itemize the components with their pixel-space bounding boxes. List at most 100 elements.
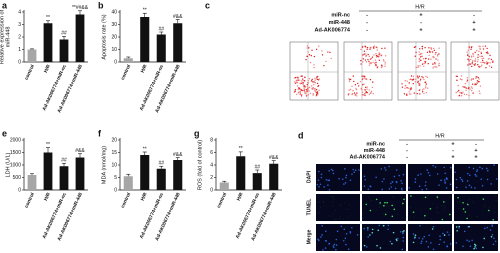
flow-dot [482,45,484,47]
flow-dot [384,55,387,57]
cell-dot [323,186,325,188]
cell-dot [348,203,350,205]
flow-dot [361,46,364,48]
flow-dot [426,87,429,89]
cell-dot [363,217,365,219]
flow-dot [480,52,483,55]
flow-dot [434,53,437,55]
cell-dot [344,202,346,204]
flow-dot [418,75,421,78]
flow-dot [467,58,469,61]
micrograph-bg [454,224,498,251]
flow-dot [406,87,408,89]
cell-dot [436,207,438,209]
cell-dot [396,213,398,215]
flow-dot [374,62,376,64]
flow-dot [435,51,437,54]
flow-dot [419,82,421,85]
cell-dot [455,241,458,244]
flow-dot [427,62,429,65]
flow-dot [381,54,383,56]
y-axis-label: Relative expression of [0,9,5,64]
cell-dot [456,229,458,232]
flow-dot [307,88,309,91]
micrograph-bg [362,224,406,251]
flow-dot [437,59,439,61]
flow-dot [353,80,355,83]
cell-dot [475,216,477,218]
significance-label: **##&& [72,5,89,11]
flow-dot [468,60,470,62]
panel-letter: b [98,0,104,10]
flow-dot [487,62,490,64]
flow-dot [375,64,377,66]
flow-dot [419,59,421,61]
cell-dot [393,175,396,178]
flow-dot [421,63,424,65]
flow-dot [302,83,304,85]
cell-dot [340,204,342,206]
cell-dot [328,215,330,217]
flow-dot [471,46,473,48]
flow-dot [410,87,412,89]
flow-dot [330,57,332,60]
flow-dot [486,63,489,65]
flow-dot [364,88,366,91]
flow-dot [410,93,412,95]
cell-dot [494,195,496,197]
flow-dot [469,63,471,65]
flow-dot [477,80,480,83]
flow-dot [318,89,320,91]
bar [219,182,229,190]
cell-dot [394,187,397,190]
cell-dot [445,187,448,189]
flow-dot [296,81,299,84]
cell-dot [378,224,381,227]
cell-dot [490,235,493,238]
flow-dot [365,78,367,80]
flow-dot [364,90,367,92]
flow-dot [428,54,430,56]
flow-dot [470,78,473,80]
flow-dot [471,83,474,85]
flow-dot [368,89,370,91]
cell-dot [344,182,347,184]
flow-dot [321,54,324,56]
flow-dot [464,82,466,85]
flow-dot [325,60,327,63]
flow-dot [480,61,482,64]
flow-dot [306,89,308,91]
cell-dot [444,172,447,175]
flow-dot [417,80,419,82]
flow-dot [484,62,486,64]
cell-dot [335,209,337,211]
cell-dot [418,237,420,239]
cell-dot [328,189,331,191]
flow-dot [357,82,359,85]
flow-dot [424,81,427,83]
flow-dot [361,91,364,93]
cell-dot [328,169,330,172]
cell-dot [424,196,427,199]
flow-dot [434,62,436,64]
flow-dot [413,46,416,49]
flow-dot [468,94,470,97]
micrograph [454,224,498,251]
flow-dot [462,91,464,94]
flow-dot [301,75,303,77]
cell-dot [482,210,484,212]
flow-dot [413,92,416,94]
micrograph-bg [454,164,498,191]
flow-dot [434,66,437,68]
flow-dot [406,93,408,95]
cell-dot [419,224,421,227]
cell-dot [410,206,412,208]
flow-dot [423,88,425,90]
x-tick-label: control [120,192,132,209]
flow-dot [314,79,316,81]
flow-dot [438,53,440,55]
cell-dot [442,201,445,203]
y-tick-label: 20 [111,137,117,143]
flow-dot [368,55,371,58]
cell-dot [319,183,322,186]
